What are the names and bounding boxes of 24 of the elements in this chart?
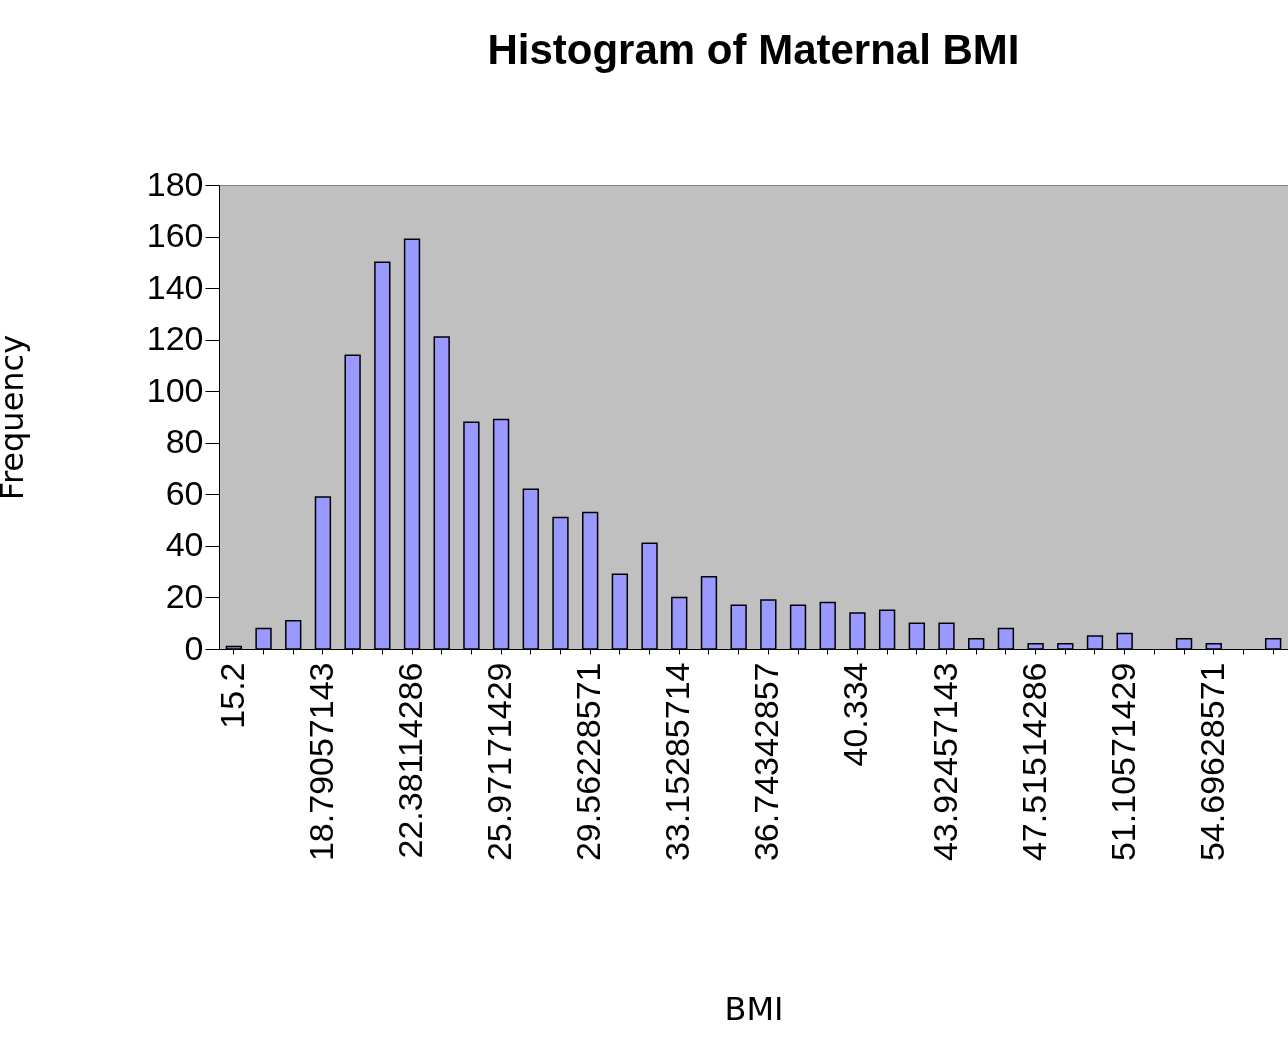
x-tick-label: 25.97171429 (480, 662, 519, 862)
x-tick-label: 51.10571429 (1103, 662, 1142, 862)
x-tick-label: 22.38114286 (391, 662, 430, 859)
y-tick-label: 100 (146, 370, 204, 409)
x-tick-label: 18.79057143 (301, 662, 340, 862)
x-tick-label: 43.92457143 (925, 662, 964, 862)
y-tick-label: 180 (146, 164, 204, 203)
x-tick-label: 36.74342857 (747, 662, 786, 862)
x-axis-title: BMI (724, 989, 784, 1028)
y-tick-label: 60 (165, 473, 204, 512)
x-tick-label: 47.51514286 (1014, 662, 1053, 862)
y-tick-label: 80 (165, 422, 204, 461)
y-tick-label: 0 (184, 628, 204, 667)
chart-title: Histogram of Maternal BMI (487, 26, 1020, 73)
y-tick-label: 140 (146, 267, 204, 306)
x-tick-label: 40.334 (836, 662, 875, 767)
y-tick-label: 120 (146, 319, 204, 358)
x-tick-label: 33.15285714 (658, 662, 697, 862)
y-tick-label: 20 (165, 576, 204, 615)
x-tick-label: 29.56228571 (569, 662, 608, 862)
y-tick-label: 160 (146, 216, 204, 255)
x-tick-label: 54.69628571 (1192, 662, 1231, 862)
y-tick-label: 40 (165, 525, 204, 564)
x-tick-label: 15.2 (212, 662, 251, 729)
